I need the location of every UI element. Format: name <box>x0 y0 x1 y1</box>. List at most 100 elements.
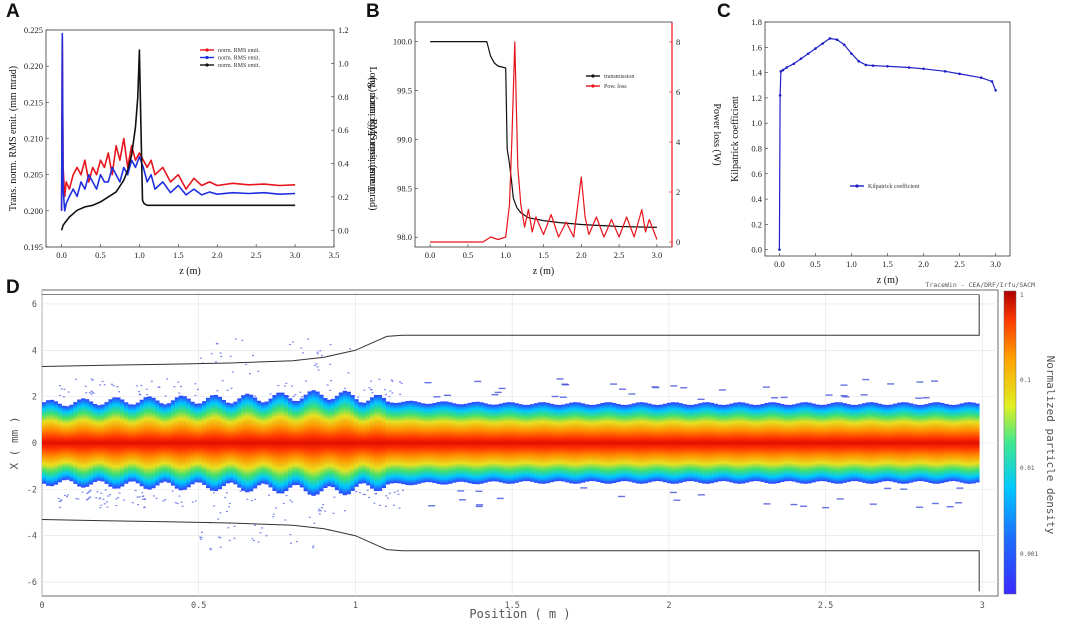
data-point <box>835 38 839 42</box>
halo-particle <box>290 542 293 544</box>
halo-particle <box>194 383 197 385</box>
halo-particle <box>304 380 307 382</box>
halo-particle <box>343 510 346 512</box>
density-column <box>354 399 359 487</box>
halo-particle <box>107 495 110 497</box>
y-tick-label: -6 <box>27 578 37 588</box>
density-column <box>561 404 566 482</box>
halo-particle <box>916 381 924 383</box>
halo-particle <box>99 384 102 386</box>
halo-particle <box>610 383 618 385</box>
density-column <box>920 404 925 482</box>
density-column <box>366 400 371 486</box>
plot-frame <box>414 21 673 248</box>
halo-particle <box>214 361 217 363</box>
halo-particle <box>887 383 895 385</box>
halo-particle <box>307 491 310 493</box>
halo-particle <box>476 504 484 506</box>
halo-particle <box>618 495 626 498</box>
density-column <box>901 402 906 484</box>
halo-particle <box>194 394 197 397</box>
halo-particle <box>101 380 104 383</box>
halo-particle <box>191 501 194 503</box>
density-column <box>947 404 953 482</box>
halo-particle <box>63 388 66 390</box>
density-column <box>100 404 105 482</box>
halo-particle <box>344 491 347 493</box>
halo-particle <box>103 503 106 505</box>
density-column <box>416 402 422 484</box>
halo-particle <box>60 499 63 501</box>
density-column <box>315 391 320 495</box>
density-column <box>303 394 308 492</box>
halo-particle <box>60 388 63 390</box>
density-column <box>245 393 250 493</box>
y-tick-label: 98.5 <box>397 183 412 193</box>
y-tick-label: 0.205 <box>24 170 43 180</box>
y-tick-label: 98.0 <box>397 232 412 242</box>
halo-particle <box>860 394 868 396</box>
density-column <box>709 402 715 484</box>
density-column <box>604 402 609 484</box>
halo-particle <box>200 531 203 533</box>
halo-particle <box>344 387 347 390</box>
data-point <box>821 42 824 45</box>
halo-particle <box>217 518 220 520</box>
halo-particle <box>117 496 120 499</box>
halo-particle <box>201 362 204 364</box>
halo-particle <box>108 494 111 496</box>
x-tick-label: 2.5 <box>614 250 625 260</box>
halo-particle <box>285 382 288 384</box>
halo-particle <box>317 369 320 371</box>
halo-particle <box>391 392 394 394</box>
halo-particle <box>392 504 395 506</box>
halo-particle <box>373 502 376 504</box>
halo-particle <box>383 388 386 391</box>
halo-particle <box>257 370 260 372</box>
halo-particle <box>680 387 688 389</box>
density-column <box>862 403 867 483</box>
halo-particle <box>375 492 378 495</box>
halo-particle <box>250 499 253 502</box>
density-column <box>576 402 582 484</box>
y-tick-label: 0.210 <box>24 134 43 144</box>
density-column <box>108 399 113 487</box>
halo-particle <box>115 498 118 500</box>
halo-particle <box>308 516 311 518</box>
halo-particle <box>357 396 360 398</box>
halo-particle <box>763 503 771 505</box>
halo-particle <box>457 490 465 492</box>
halo-particle <box>174 502 177 504</box>
halo-particle <box>378 378 381 380</box>
density-column <box>448 402 453 484</box>
y-axis-label: Trans. norm. RMS emit. (mm mrad) <box>8 66 19 211</box>
panel-letter-b: B <box>366 1 380 22</box>
density-column <box>764 403 769 483</box>
halo-particle <box>916 506 924 508</box>
halo-particle <box>292 341 295 343</box>
halo-particle <box>384 393 387 396</box>
density-column <box>807 402 812 484</box>
density-column <box>647 403 652 483</box>
density-column <box>549 403 554 483</box>
density-column <box>342 390 347 496</box>
halo-particle <box>261 527 264 529</box>
halo-particle <box>60 500 63 502</box>
halo-particle <box>836 498 844 500</box>
x-tick-label: 2 <box>666 601 671 611</box>
density-column <box>701 402 707 484</box>
halo-particle <box>85 499 88 501</box>
halo-particle <box>559 396 567 398</box>
halo-particle <box>400 382 403 384</box>
halo-particle <box>178 495 181 497</box>
data-point <box>886 64 889 68</box>
density-column <box>389 402 394 484</box>
density-column <box>131 404 137 482</box>
halo-particle <box>922 397 930 399</box>
legend-marker <box>591 84 595 88</box>
y-right-tick-label: 6 <box>676 87 680 97</box>
halo-particle <box>619 388 627 390</box>
halo-particle <box>209 549 212 551</box>
density-column <box>822 404 828 482</box>
x-tick-label: 1.5 <box>882 259 893 269</box>
